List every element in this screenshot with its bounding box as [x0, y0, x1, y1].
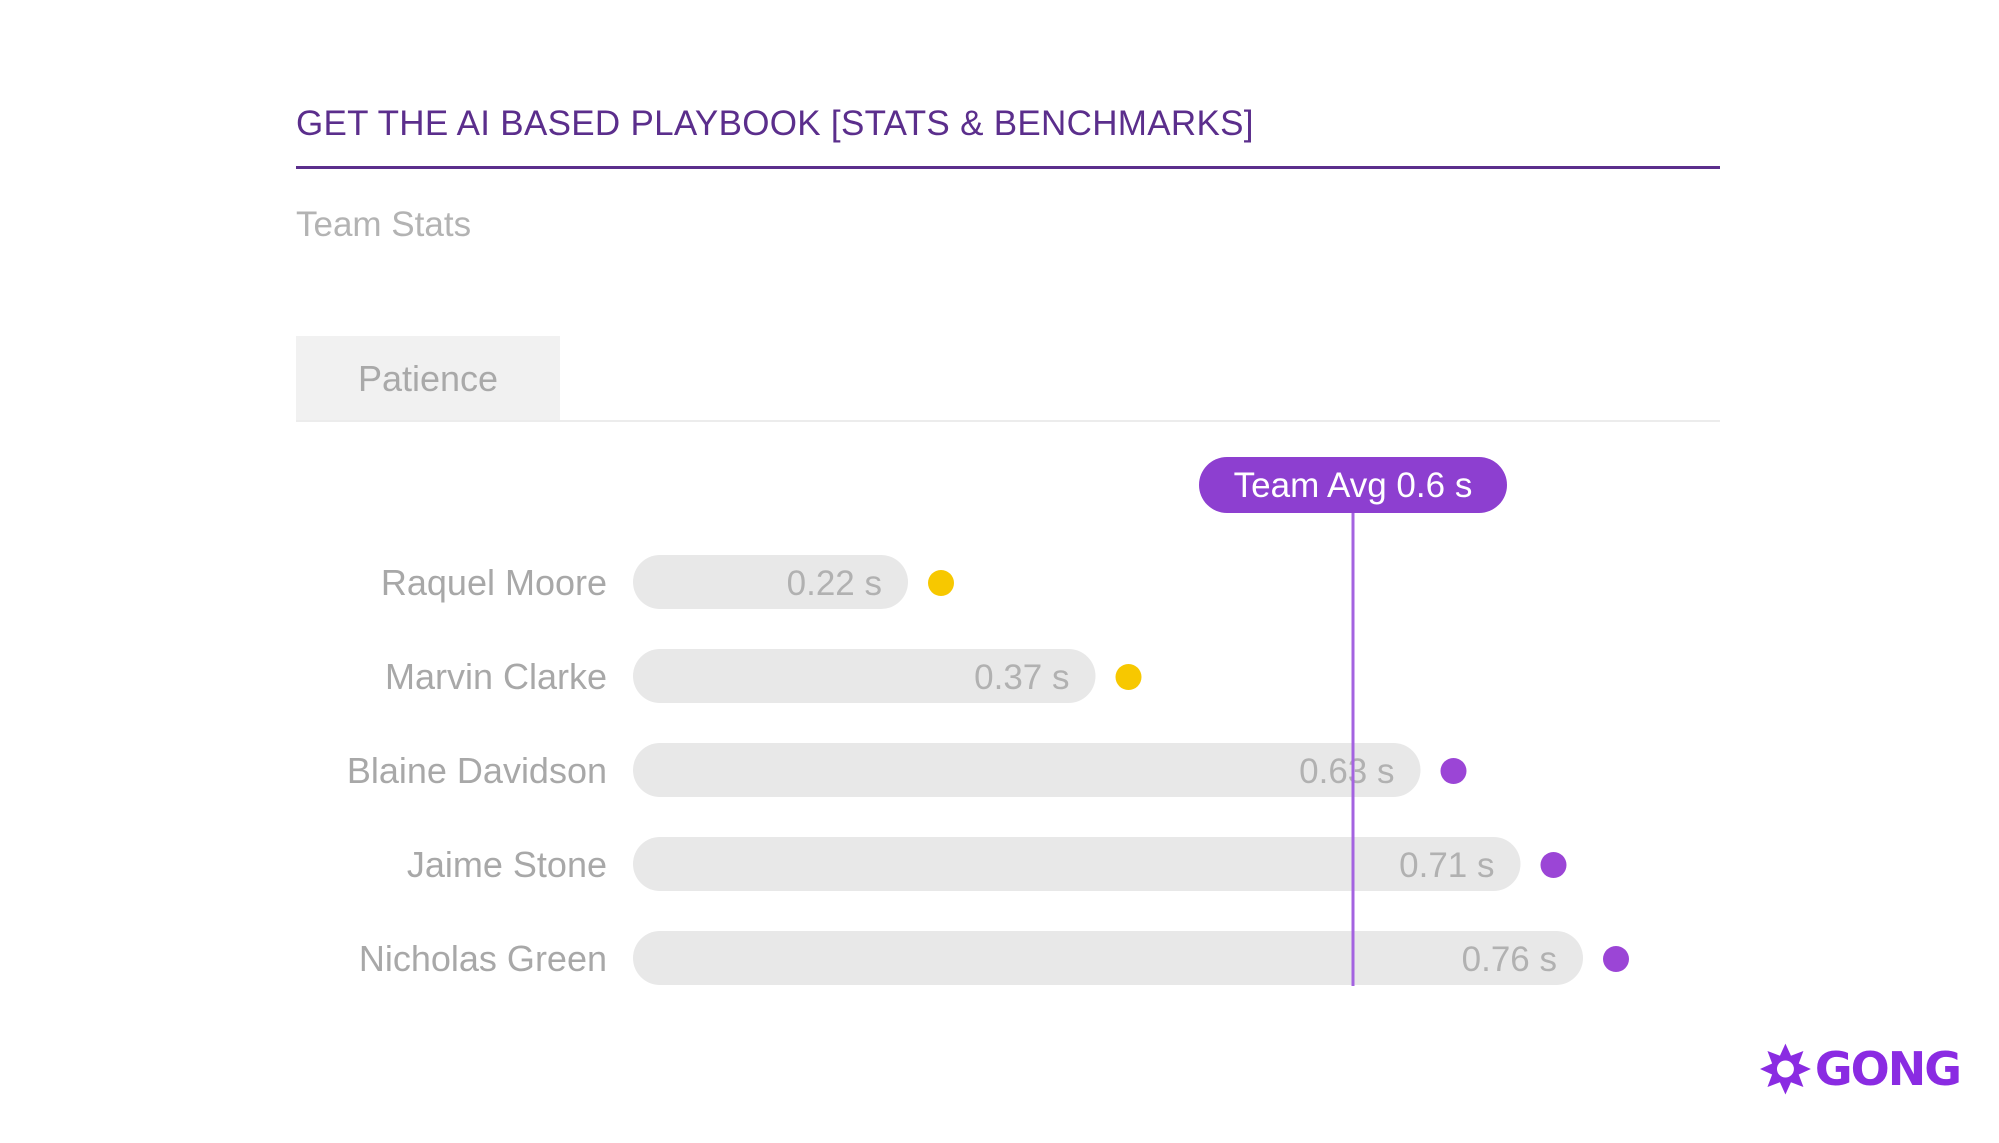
gong-burst-icon — [1760, 1043, 1811, 1095]
bar-value-label: 0.71 s — [1399, 846, 1494, 885]
status-dot — [928, 570, 954, 596]
bar — [633, 837, 1521, 891]
bar-value-label: 0.76 s — [1462, 940, 1557, 979]
category-label: Marvin Clarke — [385, 656, 607, 697]
category-label: Jaime Stone — [407, 844, 607, 885]
bar — [633, 931, 1583, 985]
status-dot — [1115, 664, 1142, 690]
tab-patience[interactable]: Patience — [296, 336, 560, 422]
tab-label: Patience — [357, 358, 499, 399]
bar — [633, 649, 1096, 703]
bar — [633, 555, 908, 609]
status-dot — [1603, 946, 1629, 972]
title-divider — [296, 166, 1720, 169]
status-dot — [1440, 758, 1467, 784]
bar-value-label: 0.37 s — [974, 658, 1069, 697]
page-title: GET THE AI BASED PLAYBOOK [STATS & BENCH… — [296, 104, 1254, 143]
category-label: Nicholas Green — [359, 938, 607, 979]
bar-value-label: 0.22 s — [787, 564, 882, 603]
category-label: Raquel Moore — [381, 562, 607, 603]
category-label: Blaine Davidson — [347, 750, 607, 791]
gong-logo: GONG — [1760, 1036, 1962, 1102]
team-avg-badge — [1199, 457, 1507, 513]
team-avg-label: Team Avg 0.6 s — [1234, 466, 1473, 505]
section-subtitle: Team Stats — [296, 205, 472, 244]
bar-value-label: 0.63 s — [1299, 752, 1394, 791]
bar — [633, 743, 1421, 797]
status-dot — [1540, 852, 1567, 878]
gong-wordmark: GONG — [1814, 1042, 1962, 1096]
tab-divider — [296, 420, 1720, 422]
